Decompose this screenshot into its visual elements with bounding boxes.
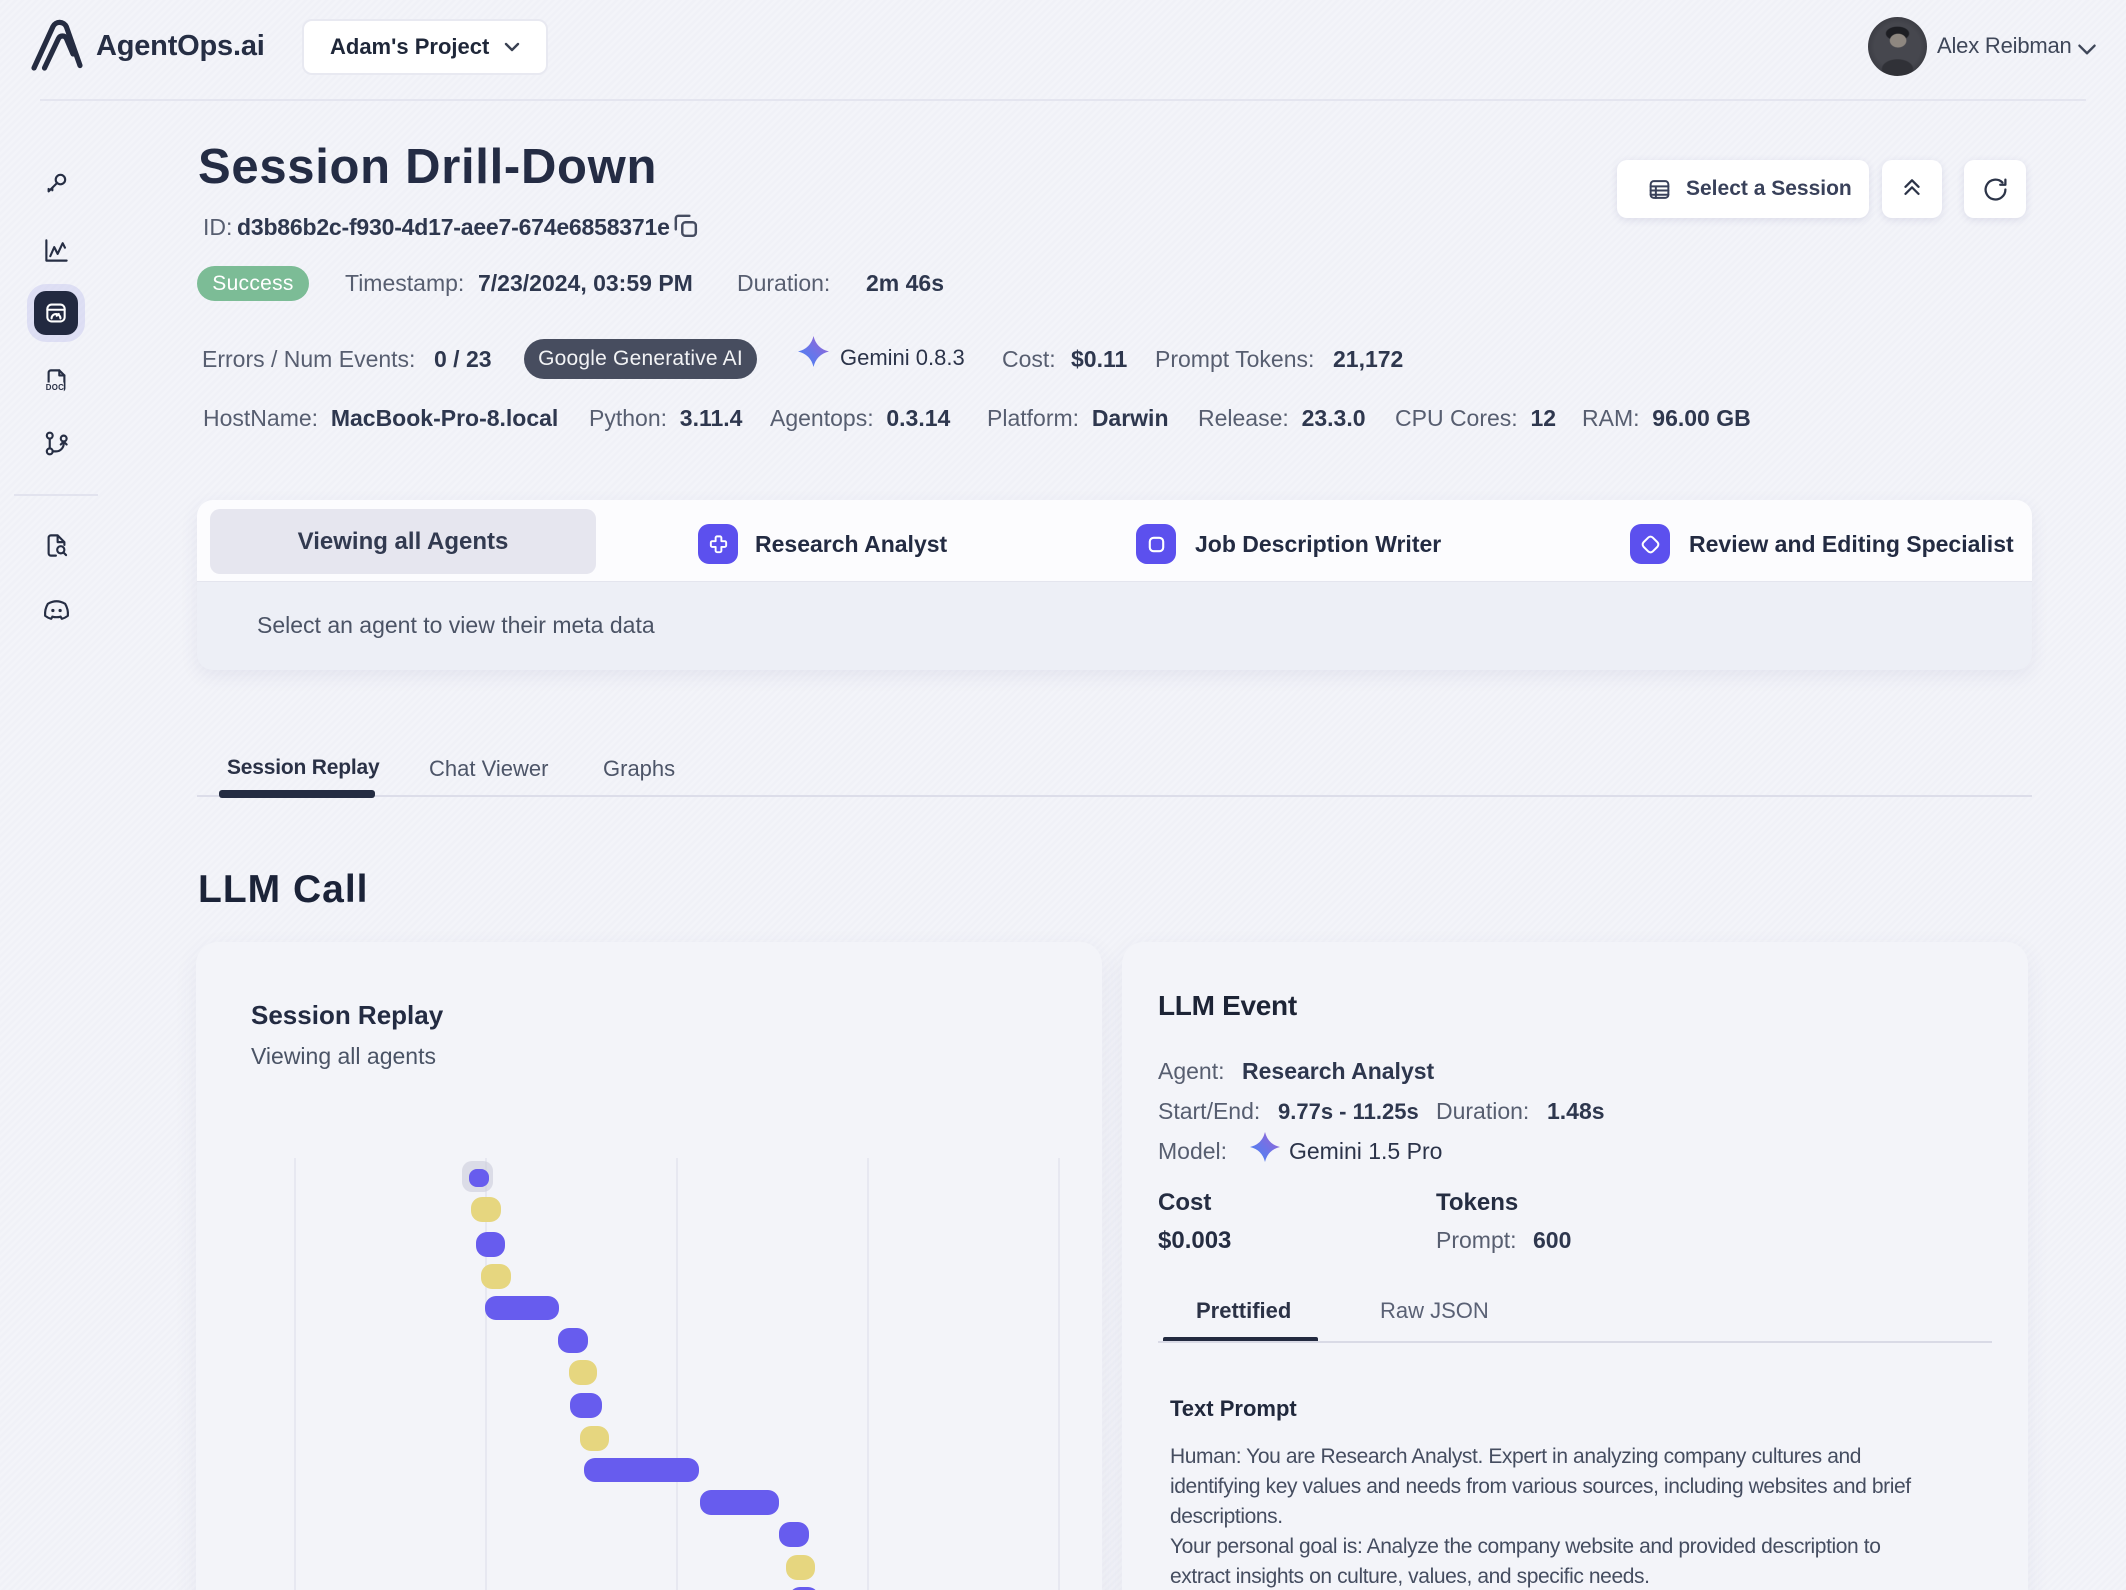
svg-text:DOC: DOC (46, 383, 64, 392)
